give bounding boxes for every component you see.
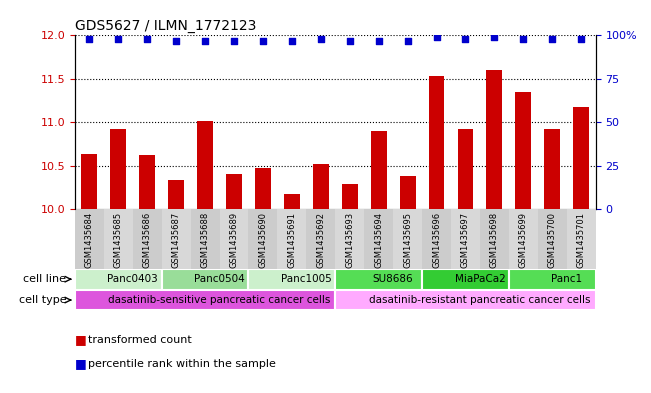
Bar <box>486 70 503 209</box>
Bar <box>161 209 191 269</box>
Point <box>432 34 442 40</box>
Text: GSM1435689: GSM1435689 <box>230 212 238 268</box>
Point <box>576 36 587 42</box>
Point <box>460 36 471 42</box>
Bar <box>139 155 155 209</box>
Point <box>286 37 297 44</box>
Bar <box>428 76 445 209</box>
Text: SU8686: SU8686 <box>373 274 413 284</box>
Text: GSM1435687: GSM1435687 <box>172 212 180 268</box>
Point <box>344 37 355 44</box>
Text: GSM1435693: GSM1435693 <box>345 212 354 268</box>
Text: Panc1005: Panc1005 <box>281 274 332 284</box>
Text: ■: ■ <box>75 333 87 347</box>
Bar <box>75 290 335 310</box>
Text: MiaPaCa2: MiaPaCa2 <box>454 274 505 284</box>
Bar <box>226 174 242 209</box>
Text: GSM1435694: GSM1435694 <box>374 212 383 268</box>
Bar <box>422 269 509 290</box>
Bar <box>284 195 300 209</box>
Bar <box>75 269 161 290</box>
Point <box>84 36 94 42</box>
Text: GDS5627 / ILMN_1772123: GDS5627 / ILMN_1772123 <box>75 19 256 33</box>
Text: transformed count: transformed count <box>88 335 191 345</box>
Text: GSM1435688: GSM1435688 <box>201 212 210 268</box>
Text: GSM1435692: GSM1435692 <box>316 212 326 268</box>
Text: Panc1: Panc1 <box>551 274 582 284</box>
Text: GSM1435684: GSM1435684 <box>85 212 94 268</box>
Point <box>547 36 557 42</box>
Text: dasatinib-resistant pancreatic cancer cells: dasatinib-resistant pancreatic cancer ce… <box>369 295 590 305</box>
Bar <box>104 209 133 269</box>
Bar <box>480 209 509 269</box>
Text: cell type: cell type <box>19 295 66 305</box>
Bar <box>509 209 538 269</box>
Text: GSM1435700: GSM1435700 <box>547 212 557 268</box>
Text: GSM1435695: GSM1435695 <box>403 212 412 268</box>
Point <box>258 37 268 44</box>
Bar <box>567 209 596 269</box>
Bar <box>168 180 184 209</box>
Point <box>200 37 210 44</box>
Bar <box>574 108 589 209</box>
Bar <box>393 209 422 269</box>
Bar <box>400 176 415 209</box>
Point <box>489 34 499 40</box>
Bar <box>335 290 596 310</box>
Text: GSM1435690: GSM1435690 <box>258 212 268 268</box>
Bar <box>335 269 422 290</box>
Text: GSM1435686: GSM1435686 <box>143 212 152 268</box>
Point <box>402 37 413 44</box>
Bar <box>255 168 271 209</box>
Text: Panc0504: Panc0504 <box>194 274 245 284</box>
Text: GSM1435691: GSM1435691 <box>287 212 296 268</box>
Bar <box>544 129 561 209</box>
Bar <box>422 209 451 269</box>
Text: GSM1435685: GSM1435685 <box>114 212 123 268</box>
Bar <box>133 209 161 269</box>
Text: Panc0403: Panc0403 <box>107 274 158 284</box>
Point <box>113 36 124 42</box>
Point <box>316 36 326 42</box>
Bar <box>277 209 307 269</box>
Bar <box>81 154 97 209</box>
Bar <box>75 209 104 269</box>
Bar <box>249 209 277 269</box>
Bar <box>364 209 393 269</box>
Bar <box>451 209 480 269</box>
Bar <box>307 209 335 269</box>
Text: GSM1435697: GSM1435697 <box>461 212 470 268</box>
Bar <box>249 269 335 290</box>
Bar <box>313 164 329 209</box>
Text: GSM1435696: GSM1435696 <box>432 212 441 268</box>
Bar <box>335 209 364 269</box>
Text: dasatinib-sensitive pancreatic cancer cells: dasatinib-sensitive pancreatic cancer ce… <box>108 295 331 305</box>
Point <box>171 37 182 44</box>
Text: ■: ■ <box>75 357 87 370</box>
Text: GSM1435701: GSM1435701 <box>577 212 586 268</box>
Text: GSM1435698: GSM1435698 <box>490 212 499 268</box>
Bar <box>197 121 213 209</box>
Bar <box>191 209 219 269</box>
Bar <box>370 131 387 209</box>
Bar <box>516 92 531 209</box>
Text: percentile rank within the sample: percentile rank within the sample <box>88 358 276 369</box>
Bar <box>458 129 473 209</box>
Text: GSM1435699: GSM1435699 <box>519 212 528 268</box>
Point <box>229 37 239 44</box>
Bar <box>110 129 126 209</box>
Point <box>374 37 384 44</box>
Point <box>142 36 152 42</box>
Bar <box>161 269 249 290</box>
Bar <box>219 209 249 269</box>
Point <box>518 36 529 42</box>
Text: cell line: cell line <box>23 274 66 284</box>
Bar <box>538 209 567 269</box>
Bar <box>509 269 596 290</box>
Bar <box>342 184 357 209</box>
